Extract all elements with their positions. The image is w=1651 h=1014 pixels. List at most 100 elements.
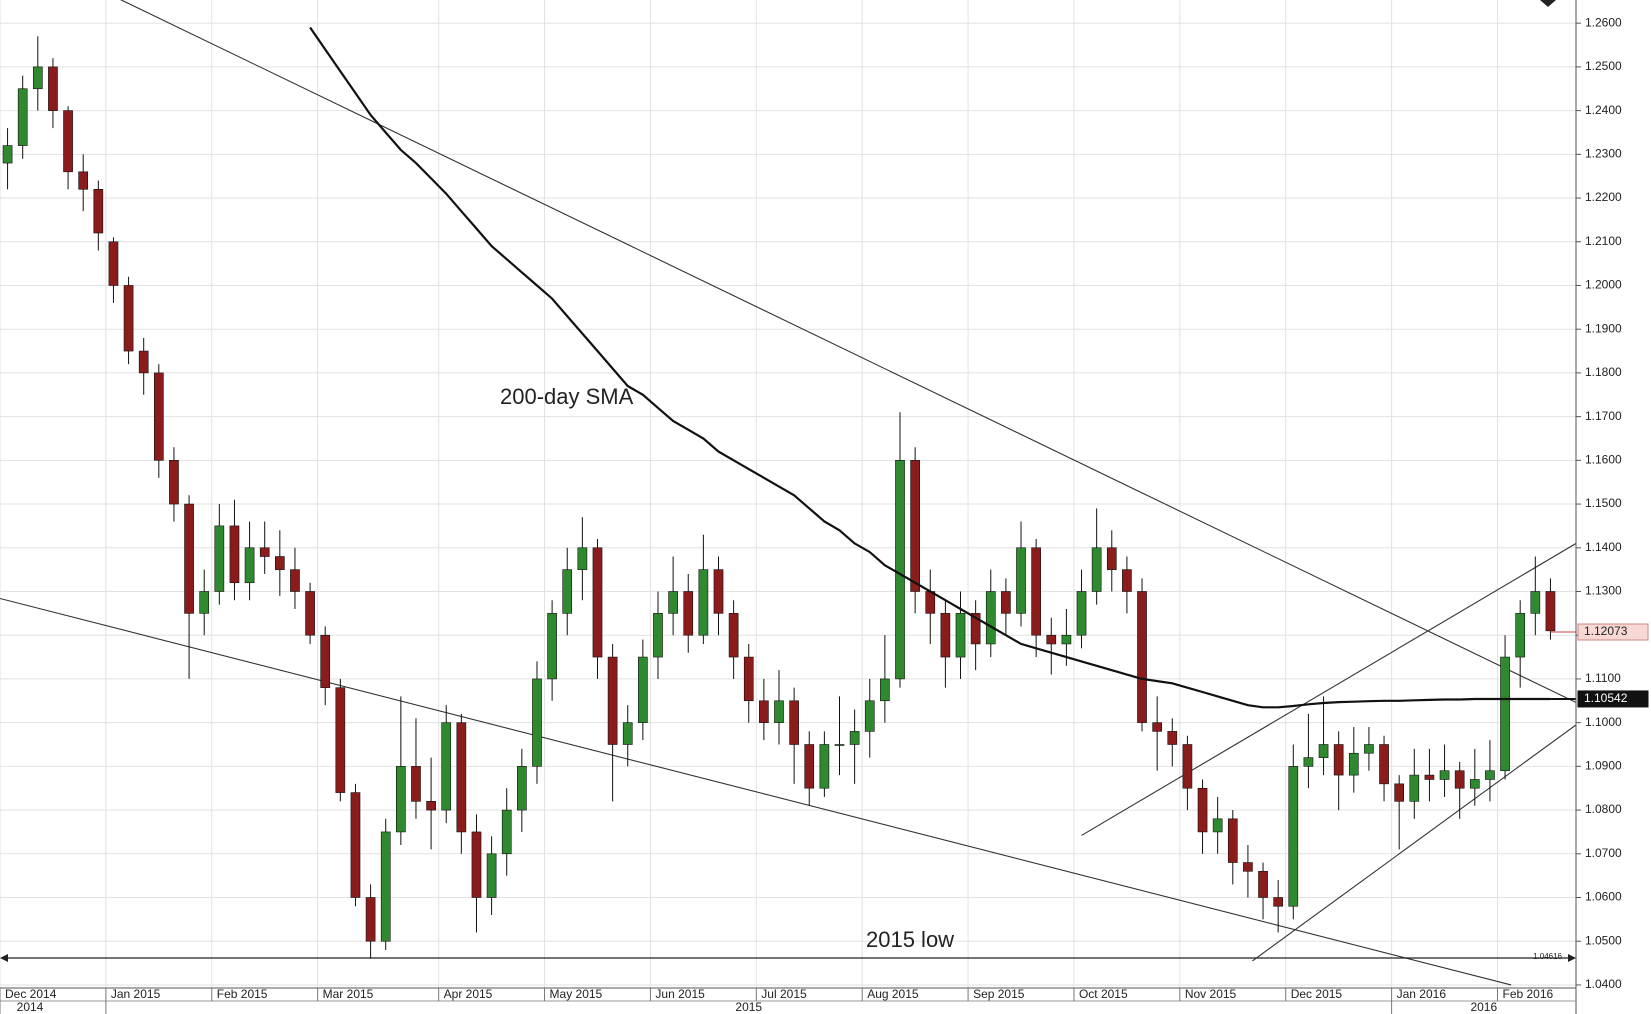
candle-body <box>169 460 179 505</box>
candle-body <box>471 831 482 898</box>
x-tick-label: Jan 2015 <box>111 987 161 1001</box>
candle-body <box>743 656 754 702</box>
candle-body <box>638 656 648 723</box>
candle-body <box>380 831 391 942</box>
candle-body <box>849 731 860 745</box>
candle-body <box>486 853 497 898</box>
x-tick-label: May 2015 <box>550 987 603 1001</box>
x-tick-label: Jun 2015 <box>655 987 705 1001</box>
candle-body <box>607 656 618 745</box>
candle-body <box>834 744 845 746</box>
y-tick-label: 1.2200 <box>1585 190 1622 204</box>
y-tick-label: 1.1300 <box>1585 584 1622 598</box>
candle-body <box>925 591 936 614</box>
low-value-label: 1.04616 <box>1533 952 1562 961</box>
candle-body <box>305 591 315 636</box>
y-tick-label: 1.1800 <box>1585 365 1622 379</box>
candle-body <box>547 613 557 680</box>
trendline <box>1252 724 1576 962</box>
y-tick-label: 1.2300 <box>1585 146 1622 160</box>
candle-body <box>759 700 769 723</box>
y-tick-label: 1.1600 <box>1585 453 1622 467</box>
y-tick-label: 1.1700 <box>1585 409 1622 423</box>
sma-value-label: 1.10542 <box>1584 691 1628 705</box>
candle-body <box>804 744 815 789</box>
sma-annotation: 200-day SMA <box>500 384 634 409</box>
y-tick-label: 1.1000 <box>1585 715 1622 729</box>
candle-body <box>1001 591 1011 614</box>
candle-body <box>1076 591 1087 636</box>
candle-body <box>1530 591 1541 614</box>
candle-body <box>698 569 709 636</box>
candle-body <box>1515 613 1526 658</box>
year-label: 2016 <box>1470 1000 1497 1014</box>
candle-body <box>970 613 981 645</box>
candle-body <box>320 634 331 688</box>
x-tick-label: Feb 2015 <box>217 987 268 1001</box>
candle-body <box>955 613 966 658</box>
candle-body <box>199 591 210 614</box>
x-tick-label: Jan 2016 <box>1397 987 1447 1001</box>
candle-body <box>1091 547 1102 592</box>
candle-body <box>1212 818 1223 833</box>
sma-line <box>309 26 1551 709</box>
candle-body <box>1227 818 1238 863</box>
candle-body <box>1182 744 1193 789</box>
candle-body <box>1061 634 1072 645</box>
candle-body <box>517 766 527 811</box>
candle-body <box>1485 770 1495 780</box>
candle-body <box>1454 770 1465 789</box>
candle-body <box>1016 547 1026 614</box>
candle-body <box>244 547 255 584</box>
scroll-marker <box>1540 0 1556 7</box>
x-tick-label: Jul 2015 <box>761 987 807 1001</box>
year-label: 2014 <box>17 1000 44 1014</box>
candle-body <box>1243 862 1253 872</box>
candle-body <box>940 613 951 658</box>
candle-body <box>1137 591 1147 723</box>
x-tick-label: Aug 2015 <box>867 987 919 1001</box>
candle-body <box>1046 634 1057 645</box>
y-tick-label: 1.0900 <box>1585 759 1622 773</box>
y-tick-label: 1.2400 <box>1585 103 1622 117</box>
candle-body <box>1439 770 1450 780</box>
candle-body <box>259 547 270 557</box>
x-tick-label: Sep 2015 <box>973 987 1025 1001</box>
candle-body <box>184 503 194 614</box>
candle-body <box>1500 656 1510 772</box>
x-tick-label: Mar 2015 <box>323 987 374 1001</box>
candle-body <box>411 766 421 802</box>
candle-body <box>335 687 346 793</box>
candle-body <box>577 547 588 570</box>
x-tick-label: Apr 2015 <box>444 987 493 1001</box>
x-tick-label: Feb 2016 <box>1502 987 1553 1001</box>
candle-body <box>1333 744 1344 776</box>
candle-body <box>32 66 43 90</box>
candle-body <box>396 766 406 833</box>
candle-body <box>1545 591 1556 632</box>
candle-body <box>153 372 164 461</box>
candle-body <box>501 809 512 855</box>
candle-body <box>592 547 603 658</box>
candle-body <box>48 66 58 111</box>
sma-value-label-box <box>1577 690 1649 708</box>
candle-body <box>229 525 240 584</box>
plot-area: 1.04616 <box>0 0 1576 986</box>
candle-body <box>1106 547 1117 570</box>
y-tick-label: 1.0700 <box>1585 846 1622 860</box>
candle-body <box>441 722 452 811</box>
candle-body <box>290 569 300 592</box>
candle-body <box>214 525 225 592</box>
candle-body <box>622 722 633 745</box>
x-tick-label: Nov 2015 <box>1185 987 1237 1001</box>
candle-body <box>365 897 376 942</box>
candle-body <box>653 613 663 658</box>
candle-body <box>1424 774 1435 780</box>
candle-body <box>138 350 149 374</box>
y-tick-label: 1.1900 <box>1585 321 1622 335</box>
low-arrow-left <box>0 954 8 963</box>
candle-body <box>1167 731 1178 745</box>
year-label: 2015 <box>735 1000 762 1014</box>
candle-body <box>274 556 285 570</box>
